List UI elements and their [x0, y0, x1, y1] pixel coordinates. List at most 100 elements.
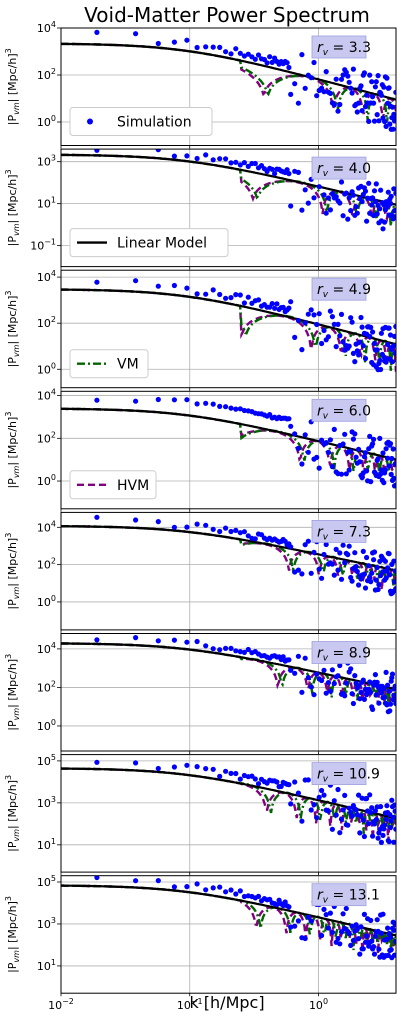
simulation-point — [386, 85, 392, 91]
linear-model-line — [61, 288, 396, 346]
simulation-point — [321, 327, 327, 334]
simulation-point — [368, 579, 374, 585]
simulation-point — [245, 51, 251, 57]
panel-8: 101 103 105 rv = 13.1 |Pvm| [Mpc/h]3 10−2 10−1… — [4, 874, 397, 1012]
simulation-point — [388, 471, 394, 477]
simulation-point — [393, 482, 396, 488]
simulation-point — [335, 321, 341, 327]
rv-label-box — [311, 398, 367, 422]
simulation-point — [338, 816, 345, 822]
simulation-point — [233, 891, 239, 897]
simulation-point — [325, 334, 331, 340]
simulation-point — [361, 833, 367, 840]
rv-label-box — [311, 520, 367, 543]
simulation-point — [335, 567, 341, 573]
simulation-point — [378, 467, 384, 473]
simulation-point — [364, 933, 370, 939]
y-tick-label: 10−1 — [30, 238, 56, 253]
simulation-point — [386, 463, 392, 469]
simulation-point — [331, 102, 337, 108]
simulation-point — [233, 292, 239, 298]
simulation-point — [325, 680, 331, 686]
simulation-point — [278, 783, 284, 790]
simulation-point — [346, 931, 352, 937]
legend-box — [69, 470, 157, 500]
simulation-point — [155, 40, 161, 47]
y-tick-label: 104 — [37, 20, 56, 35]
simulation-point — [223, 404, 229, 410]
simulation-point — [245, 646, 251, 653]
simulation-point — [354, 210, 360, 216]
simulation-point — [217, 528, 223, 535]
simulation-point — [319, 932, 325, 939]
simulation-point — [374, 679, 380, 685]
simulation-point — [155, 149, 161, 153]
simulation-point — [274, 902, 280, 908]
simulation-point — [359, 324, 365, 330]
simulation-point — [327, 90, 333, 96]
simulation-point — [94, 149, 100, 153]
simulation-point — [295, 317, 301, 324]
simulation-point — [203, 291, 209, 297]
simulation-point — [255, 781, 262, 787]
simulation-point — [352, 431, 358, 437]
simulation-point — [316, 794, 322, 800]
simulation-point — [321, 667, 327, 673]
simulation-point — [217, 773, 223, 780]
simulation-point — [155, 283, 161, 289]
simulation-point — [378, 366, 384, 373]
y-tick-label: 104 — [37, 519, 56, 534]
panel-2: 10−1 101 103 rv = 4.0 |Pvm| [Mpc/h]3 Linear M… — [4, 148, 397, 270]
simulation-point — [286, 305, 292, 311]
simulation-point — [184, 397, 190, 403]
simulation-point — [327, 910, 333, 916]
simulation-point — [386, 325, 392, 331]
simulation-point — [321, 906, 327, 913]
simulation-point — [245, 294, 251, 300]
simulation-point — [346, 805, 352, 811]
simulation-point — [346, 543, 352, 549]
simulation-point — [210, 766, 216, 772]
simulation-point — [386, 839, 392, 845]
simulation-point — [391, 839, 396, 845]
simulation-point — [358, 924, 364, 930]
simulation-point — [356, 792, 362, 798]
panel-content — [61, 514, 396, 597]
simulation-point — [345, 822, 351, 828]
panel-content — [61, 396, 396, 489]
simulation-point — [368, 479, 374, 485]
simulation-point — [371, 951, 378, 957]
simulation-point — [305, 200, 311, 206]
x-tick-label: 10−2 — [48, 997, 74, 1012]
simulation-point — [194, 291, 200, 297]
simulation-point — [295, 653, 301, 659]
simulation-point — [237, 649, 243, 655]
simulation-point — [133, 635, 139, 641]
simulation-point — [338, 929, 345, 935]
panel-7: 101 103 105 rv = 10.9 |Pvm| [Mpc/h]3 — [4, 753, 397, 876]
panel-content — [61, 29, 396, 132]
simulation-point — [327, 207, 333, 213]
simulation-point — [233, 406, 239, 412]
simulation-point — [299, 818, 305, 824]
simulation-point — [380, 832, 386, 839]
simulation-point — [329, 929, 335, 935]
simulation-point — [393, 323, 396, 330]
simulation-point — [194, 638, 200, 645]
simulation-point — [286, 657, 292, 663]
simulation-point — [228, 887, 234, 893]
simulation-point — [295, 790, 301, 796]
y-axis-label: |Pvm| [Mpc/h]3 — [4, 533, 21, 610]
simulation-point — [356, 446, 362, 452]
simulation-point — [358, 83, 364, 89]
simulation-point — [311, 549, 317, 556]
simulation-point — [184, 153, 190, 159]
simulation-point — [366, 118, 372, 124]
y-axis-label: |Pvm| [Mpc/h]3 — [4, 412, 21, 489]
legend-simulation-marker — [87, 118, 93, 125]
simulation-point — [357, 951, 363, 957]
simulation-point — [374, 112, 380, 118]
simulation-point — [357, 459, 363, 465]
simulation-point — [385, 925, 391, 931]
